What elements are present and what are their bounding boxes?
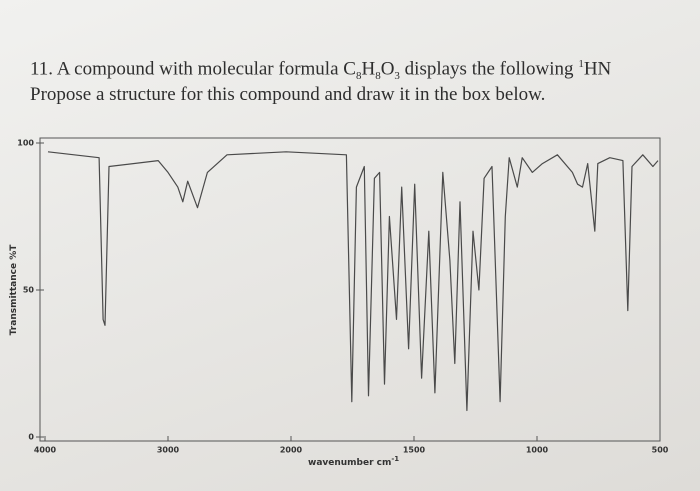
x-tick-label: 500 [652, 446, 669, 455]
subscript: 8 [375, 70, 381, 83]
text: 11. A compound with molecular formula C [30, 58, 356, 80]
plot-frame [39, 137, 661, 442]
x-axis-label: wavenumber cm-1 [308, 455, 399, 468]
text: HN [583, 58, 612, 80]
y-tick-label: 100 [17, 139, 34, 148]
subscript: 8 [355, 70, 362, 83]
y-tick-label: 50 [23, 286, 35, 295]
spectrum-line [47, 151, 659, 412]
x-tick-label: 1500 [403, 446, 426, 455]
x-axis-label-text: wavenumber cm [308, 458, 391, 468]
text: H [361, 58, 376, 80]
text: displays the following [399, 58, 579, 80]
x-tick-label: 3000 [157, 446, 180, 455]
y-axis-label: Transmittance %T [9, 244, 19, 336]
x-tick-label: 4000 [34, 446, 57, 455]
y-tick-label: 0 [28, 433, 34, 442]
text: O [380, 58, 395, 80]
x-axis-label-exponent: -1 [391, 455, 399, 463]
x-tick-label: 2000 [280, 446, 303, 455]
question-line-1: 11. A compound with molecular formula C8… [30, 58, 611, 82]
x-tick-label: 1000 [526, 446, 549, 455]
subscript: 3 [394, 70, 400, 83]
superscript: 1 [578, 58, 584, 70]
question-line-2: Propose a structure for this compound an… [30, 84, 546, 105]
